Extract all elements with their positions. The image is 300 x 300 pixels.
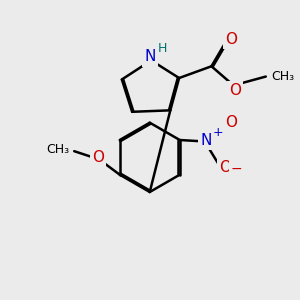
- Text: H: H: [158, 42, 167, 55]
- Text: O: O: [225, 32, 237, 47]
- Text: O: O: [219, 160, 231, 175]
- Text: N: N: [200, 133, 212, 148]
- Text: CH₃: CH₃: [271, 70, 294, 83]
- Text: −: −: [231, 162, 242, 176]
- Text: N: N: [144, 50, 155, 64]
- Text: O: O: [92, 150, 104, 165]
- Text: O: O: [229, 83, 241, 98]
- Text: CH₃: CH₃: [47, 143, 70, 156]
- Text: +: +: [213, 126, 223, 139]
- Text: O: O: [225, 116, 237, 130]
